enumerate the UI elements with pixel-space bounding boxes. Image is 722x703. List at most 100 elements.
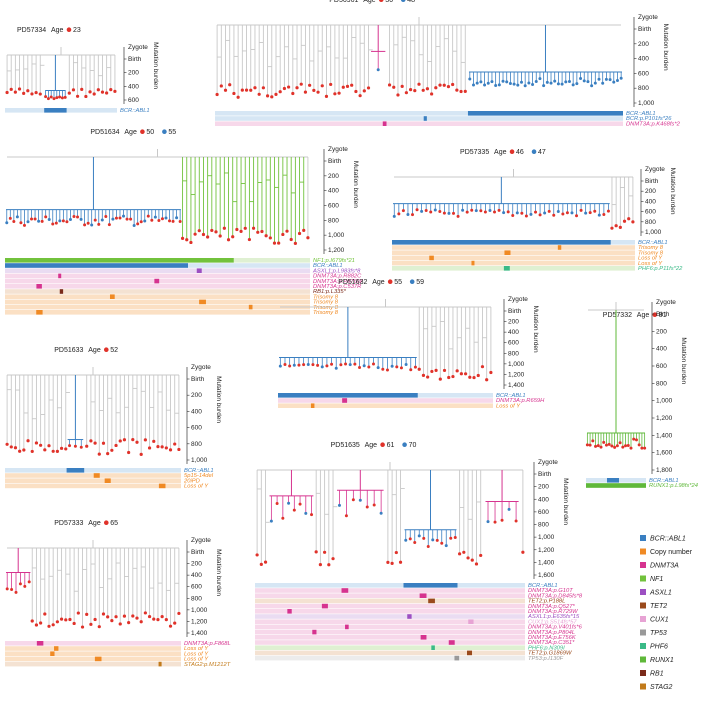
clade-leaf-dot xyxy=(417,534,421,538)
leaf-dot xyxy=(147,614,152,619)
y-tick-label: 400 xyxy=(538,496,549,503)
y-axis-birth: Birth xyxy=(645,178,659,185)
leaf-dot xyxy=(333,92,337,96)
clade-leaf-dot xyxy=(339,363,343,367)
clade-leaf-dot xyxy=(79,217,83,221)
clade-leaf-dot xyxy=(107,223,111,227)
clade-leaf-dot xyxy=(471,83,475,87)
y-tick-label: 600 xyxy=(656,363,667,370)
track-band xyxy=(255,588,525,593)
clade-leaf-dot xyxy=(27,580,31,584)
track-label: DNMT3A:p.K468fs*2 xyxy=(626,121,681,127)
leaf-dot xyxy=(164,446,168,450)
leaf-dot xyxy=(244,88,249,92)
y-tick-label: 1,000 xyxy=(538,534,555,541)
leaf-dot xyxy=(272,241,277,245)
clade-leaf-dot xyxy=(26,220,30,224)
track-band xyxy=(215,121,623,126)
clade-leaf-dot xyxy=(505,80,509,84)
clade-leaf-dot xyxy=(58,219,62,223)
clade-leaf-dot xyxy=(150,218,154,222)
leaf-dot xyxy=(72,621,76,626)
y-axis-zygote: Zygote xyxy=(191,364,211,371)
clade-leaf-dot xyxy=(275,502,279,506)
track-mark xyxy=(429,255,434,261)
leaf-dot xyxy=(143,611,147,615)
clade-leaf-dot xyxy=(507,507,511,511)
legend-swatch xyxy=(640,575,646,582)
y-tick-label: 400 xyxy=(508,329,519,336)
clade-leaf-dot xyxy=(588,211,592,215)
track-mark xyxy=(341,588,349,593)
leaf-dot xyxy=(201,232,206,237)
age-value: 70 xyxy=(409,442,417,449)
clade-leaf-dot xyxy=(497,83,501,87)
leaf-dot xyxy=(386,560,390,564)
y-tick-label: 200 xyxy=(645,188,656,195)
clade-leaf-dot xyxy=(453,535,457,539)
clade-leaf-dot xyxy=(381,367,385,371)
y-tick-label: 200 xyxy=(508,319,519,326)
clade-leaf-dot xyxy=(420,209,424,213)
clade-leaf-dot xyxy=(493,210,497,214)
leaf-dot xyxy=(135,616,139,620)
clade-leaf-dot xyxy=(30,217,34,221)
leaf-dot xyxy=(51,449,55,453)
clade-leaf-dot xyxy=(46,97,50,101)
leaf-dot xyxy=(127,621,131,625)
track-mark xyxy=(44,108,67,113)
leaf-dot xyxy=(47,444,51,448)
clade-leaf-dot xyxy=(164,216,168,220)
clade-leaf-dot xyxy=(590,84,594,88)
track-label: BCR::ABL1 xyxy=(184,468,214,474)
leaf-dot xyxy=(476,373,480,378)
leaf-dot xyxy=(97,452,101,456)
leaf-dot xyxy=(5,90,9,95)
clade-leaf-dot xyxy=(288,364,292,368)
y-axis-birth: Birth xyxy=(191,549,205,556)
leaf-dot xyxy=(306,236,310,240)
clade-leaf-dot xyxy=(575,82,579,86)
clade-leaf-dot xyxy=(330,362,334,366)
clade-leaf-dot xyxy=(401,209,405,213)
leaf-dot xyxy=(291,91,295,96)
clade-leaf-dot xyxy=(408,537,412,541)
track-label: Loss of Y xyxy=(184,657,209,663)
clade-leaf-dot xyxy=(58,95,62,99)
tree-panel-PD51635: PD51635 Age 61 70 Zygote Birth 200 400 600 800 1,0… xyxy=(255,442,583,662)
track-band xyxy=(278,398,493,403)
track-label: TET2:p.G1869W xyxy=(528,651,572,657)
y-tick-label: 600 xyxy=(638,70,649,77)
y-axis-birth: Birth xyxy=(128,56,142,63)
leaf-dot xyxy=(122,438,127,442)
leaf-dot xyxy=(109,88,113,92)
leaf-dot xyxy=(160,445,164,449)
leaf-dot xyxy=(97,625,101,629)
tree-panel-PD51634: PD51634 Age 50 55 Zygote Birth 200 400 600 800 1,0… xyxy=(5,129,363,316)
y-tick-label: 200 xyxy=(638,41,649,48)
leaf-dot xyxy=(354,89,358,94)
track-label: BCR::ABL1 xyxy=(638,240,668,246)
clade-leaf-dot xyxy=(608,78,612,82)
clade-leaf-dot xyxy=(47,218,51,222)
track-band xyxy=(5,304,310,310)
track-mark xyxy=(471,260,475,266)
track-mark xyxy=(321,603,328,609)
y-tick-label: 400 xyxy=(328,188,339,195)
track-mark xyxy=(467,650,473,656)
leaf-dot xyxy=(451,82,455,87)
leaf-dot xyxy=(438,83,442,87)
clade-leaf-dot xyxy=(86,221,90,225)
leaf-dot xyxy=(93,617,97,622)
track-label: Loss of Y xyxy=(638,261,663,267)
panel-id: PD51632 xyxy=(338,279,367,286)
clade-leaf-dot xyxy=(529,212,533,216)
leaf-dot xyxy=(177,447,181,452)
leaf-dot xyxy=(470,558,474,562)
clade-leaf-dot xyxy=(435,538,439,542)
leaf-dot xyxy=(446,85,451,89)
y-tick-label: 200 xyxy=(328,173,339,180)
age-dot xyxy=(531,149,537,154)
track-mark xyxy=(154,278,160,284)
leaf-dot xyxy=(430,369,434,374)
